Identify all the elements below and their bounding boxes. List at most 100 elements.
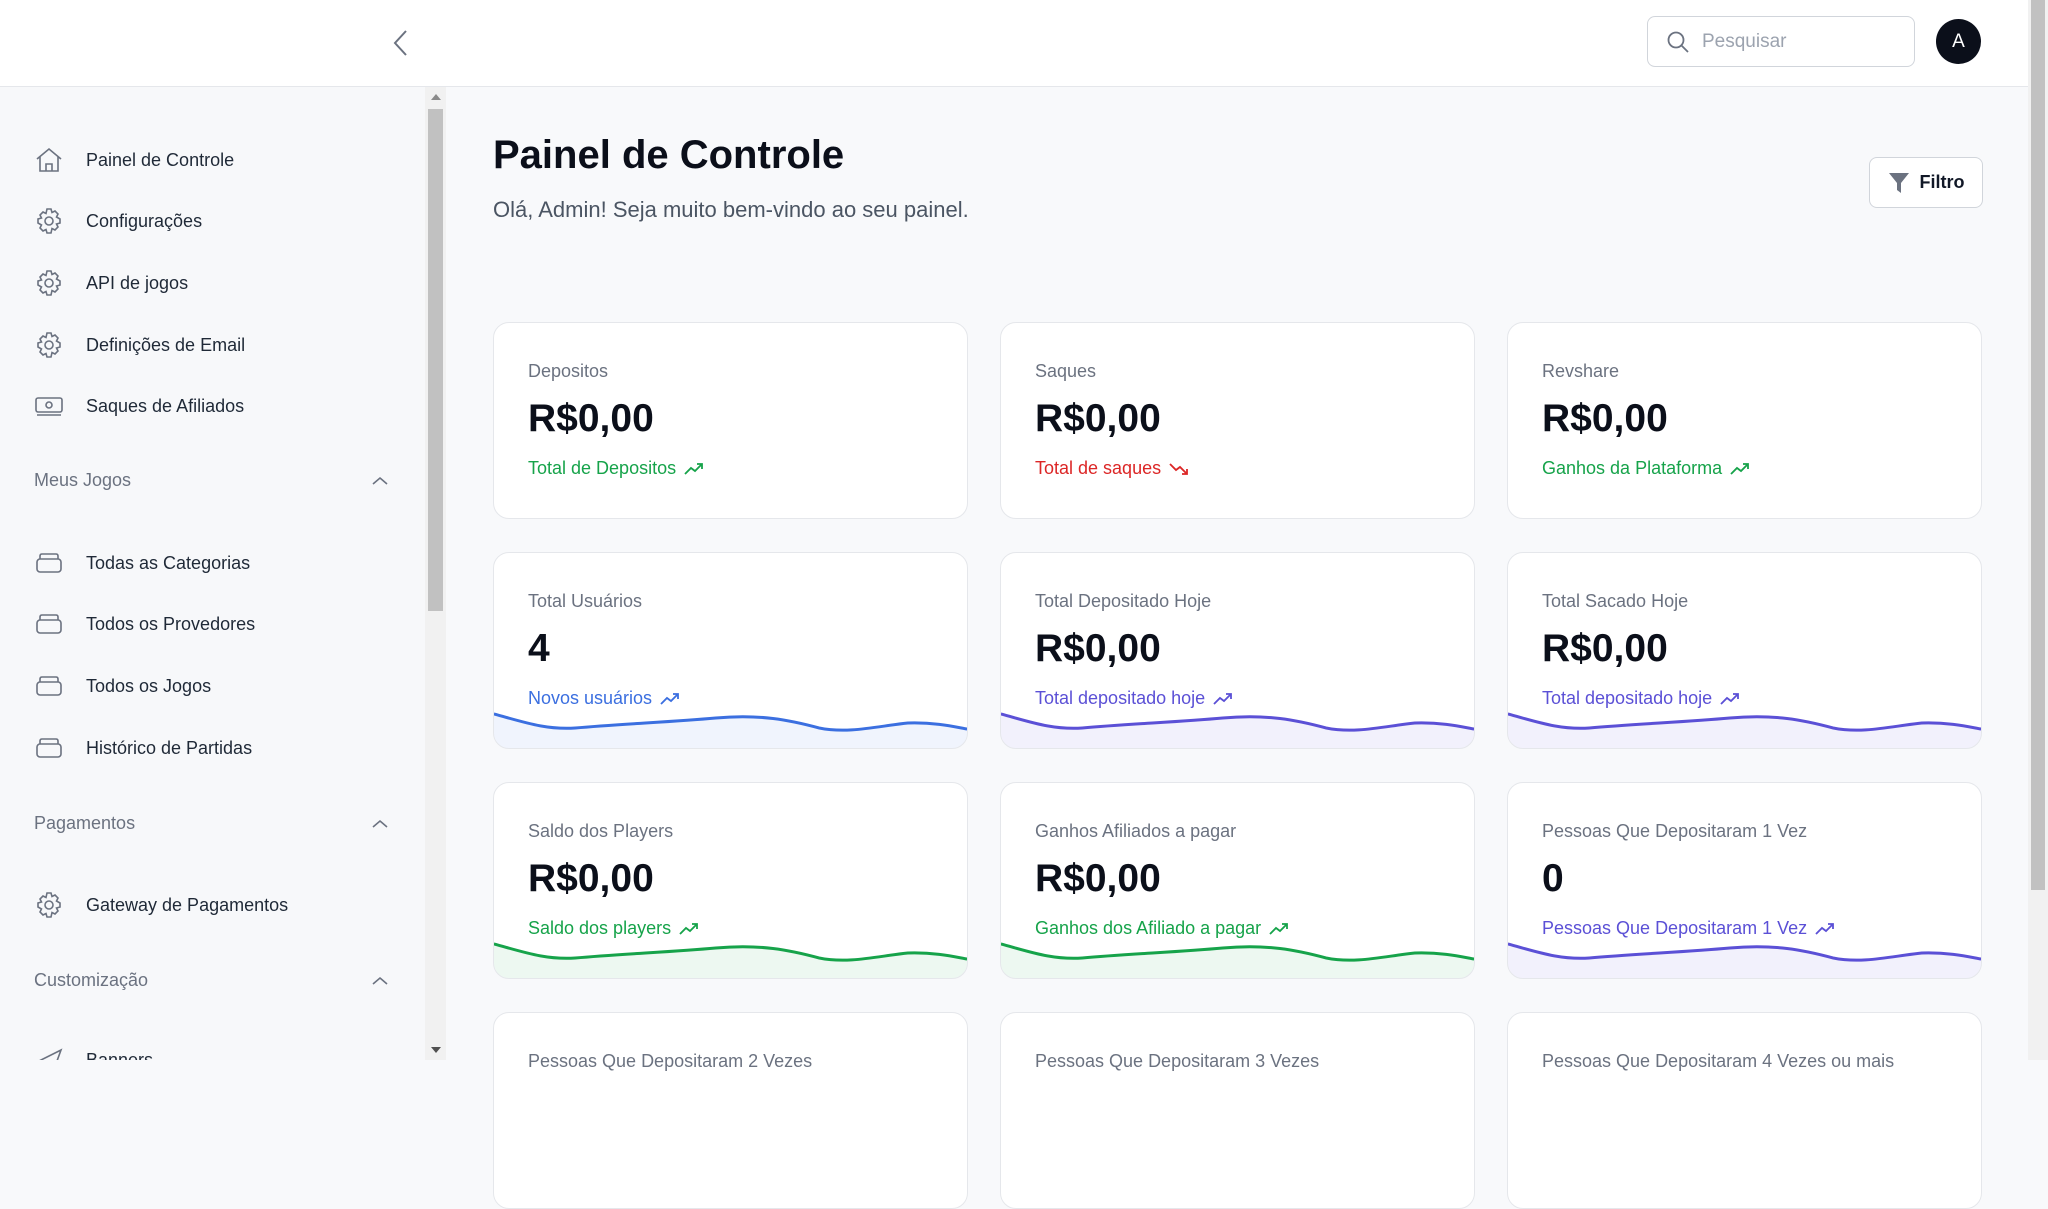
- stat-subtitle-text: Total depositado hoje: [1542, 688, 1713, 708]
- sidebar-section-header[interactable]: Meus Jogos: [34, 470, 389, 491]
- trend-up-icon: [684, 462, 703, 475]
- stack-icon: [36, 553, 62, 573]
- sidebar-item-label: Histórico de Partidas: [86, 737, 253, 758]
- stat-value: R$0,00: [1542, 627, 1668, 670]
- stat-card: Pessoas Que Depositaram 1 Vez 0 Pessoas …: [1507, 782, 1982, 979]
- stat-subtitle: Total de saques: [1035, 458, 1189, 479]
- sidebar-item[interactable]: Saques de Afiliados: [34, 386, 244, 426]
- filter-button[interactable]: Filtro: [1869, 157, 1983, 208]
- stat-value: R$0,00: [1542, 397, 1668, 440]
- sidebar-item-label: Painel de Controle: [86, 149, 235, 170]
- scroll-down-icon[interactable]: [431, 1047, 441, 1053]
- sidebar-item[interactable]: Histórico de Partidas: [34, 728, 252, 768]
- sidebar-section-header[interactable]: Pagamentos: [34, 813, 389, 834]
- sparkline: [1508, 712, 1981, 748]
- stat-card: Total Depositado Hoje R$0,00 Total depos…: [1000, 552, 1475, 749]
- sparkline: [1508, 942, 1981, 978]
- section-title: Customização: [34, 970, 149, 990]
- stat-subtitle-text: Ganhos dos Afiliado a pagar: [1035, 918, 1262, 938]
- sidebar-item[interactable]: Todos os Jogos: [34, 666, 211, 706]
- trend-up-icon: [1730, 462, 1750, 475]
- stat-value: 4: [528, 627, 550, 670]
- stat-label: Pessoas Que Depositaram 3 Vezes: [1035, 1051, 1320, 1071]
- stat-card: Revshare R$0,00 Ganhos da Plataforma: [1507, 322, 1982, 519]
- stat-subtitle-text: Total depositado hoje: [1035, 688, 1206, 708]
- stat-subtitle-text: Total de Depositos: [528, 458, 677, 478]
- stat-label: Pessoas Que Depositaram 4 Vezes ou mais: [1542, 1051, 1895, 1071]
- stat-value: R$0,00: [1035, 397, 1161, 440]
- stat-card: Pessoas Que Depositaram 3 Vezes: [1000, 1012, 1475, 1209]
- stat-subtitle-text: Total de saques: [1035, 458, 1162, 478]
- stack-icon: [36, 676, 62, 696]
- chevron-up-icon: [372, 476, 388, 485]
- sidebar-item[interactable]: Banners: [34, 1040, 153, 1060]
- stat-value: 0: [1542, 857, 1564, 900]
- sidebar-item[interactable]: Gateway de Pagamentos: [34, 885, 288, 925]
- stat-label: Saques: [1035, 361, 1097, 381]
- sidebar-scrollbar-thumb[interactable]: [428, 109, 443, 611]
- chevron-left-icon: [393, 30, 407, 56]
- gear-icon: [37, 208, 61, 234]
- main-content: Painel de Controle Olá, Admin! Seja muit…: [446, 87, 2028, 1209]
- stat-subtitle-text: Ganhos da Plataforma: [1542, 458, 1723, 478]
- sparkline: [494, 712, 967, 748]
- stat-card: Total Sacado Hoje R$0,00 Total depositad…: [1507, 552, 1982, 749]
- page-scrollbar-thumb[interactable]: [2031, 0, 2045, 890]
- sparkline: [1001, 712, 1474, 748]
- stat-subtitle-text: Saldo dos players: [528, 918, 672, 938]
- sidebar-item-label: Gateway de Pagamentos: [86, 894, 289, 915]
- top-header: A: [0, 0, 2028, 87]
- sidebar-item[interactable]: Painel de Controle: [34, 140, 234, 180]
- stat-label: Total Depositado Hoje: [1035, 591, 1212, 611]
- stat-subtitle-text: Pessoas Que Depositaram 1 Vez: [1542, 918, 1808, 938]
- sidebar-item[interactable]: Todas as Categorias: [34, 543, 250, 583]
- trend-up-icon: [1213, 692, 1233, 705]
- stat-card: Total Usuários 4 Novos usuários: [493, 552, 968, 749]
- sidebar-item-label: Saques de Afiliados: [86, 395, 245, 416]
- stat-label: Saldo dos Players: [528, 821, 674, 841]
- collapse-sidebar-button[interactable]: [386, 26, 416, 60]
- cash-icon: [35, 397, 63, 416]
- sidebar-section-header[interactable]: Customização: [34, 970, 389, 991]
- page-scrollbar[interactable]: [2028, 0, 2048, 1060]
- sparkline: [494, 942, 967, 978]
- stat-card: Saques R$0,00 Total de saques: [1000, 322, 1475, 519]
- search-input[interactable]: [1702, 30, 1892, 53]
- search-box[interactable]: [1647, 16, 1915, 67]
- sidebar-item[interactable]: Configurações: [34, 201, 202, 241]
- stat-subtitle: Total de Depositos: [528, 458, 704, 479]
- stat-subtitle: Saldo dos players: [528, 918, 699, 939]
- sidebar-item[interactable]: Definições de Email: [34, 325, 245, 365]
- filter-label: Filtro: [1919, 172, 1965, 192]
- stat-label: Total Usuários: [528, 591, 643, 611]
- sidebar-item-label: Banners: [86, 1049, 154, 1061]
- stat-subtitle-text: Novos usuários: [528, 688, 653, 708]
- paper-plane-icon: [39, 1048, 63, 1060]
- sidebar-item[interactable]: API de jogos: [34, 263, 188, 303]
- stat-subtitle: Ganhos dos Afiliado a pagar: [1035, 918, 1289, 939]
- scroll-up-icon[interactable]: [431, 94, 441, 100]
- sidebar-item[interactable]: Todos os Provedores: [34, 604, 255, 644]
- sidebar-scrollbar[interactable]: [425, 87, 446, 1060]
- stat-card: Pessoas Que Depositaram 4 Vezes ou mais: [1507, 1012, 1982, 1209]
- chevron-up-icon: [372, 819, 388, 828]
- stat-value: R$0,00: [528, 857, 654, 900]
- stat-label: Depositos: [528, 361, 609, 381]
- stack-icon: [36, 738, 62, 758]
- home-icon: [36, 147, 62, 172]
- stat-card: Ganhos Afiliados a pagar R$0,00 Ganhos d…: [1000, 782, 1475, 979]
- section-title: Pagamentos: [34, 813, 136, 833]
- stack-icon: [36, 614, 62, 634]
- stat-label: Revshare: [1542, 361, 1620, 381]
- trend-up-icon: [1269, 922, 1289, 935]
- sidebar-item-label: Configurações: [86, 210, 203, 231]
- stat-value: R$0,00: [1035, 857, 1161, 900]
- sparkline: [1001, 942, 1474, 978]
- stat-label: Pessoas Que Depositaram 2 Vezes: [528, 1051, 813, 1071]
- sidebar: Painel de Controle Configurações API de jo…: [0, 87, 425, 1060]
- sidebar-item-label: Todos os Jogos: [86, 675, 212, 696]
- search-icon: [1667, 31, 1689, 53]
- stat-value: R$0,00: [528, 397, 654, 440]
- avatar[interactable]: A: [1936, 19, 1981, 64]
- gear-icon: [37, 892, 61, 918]
